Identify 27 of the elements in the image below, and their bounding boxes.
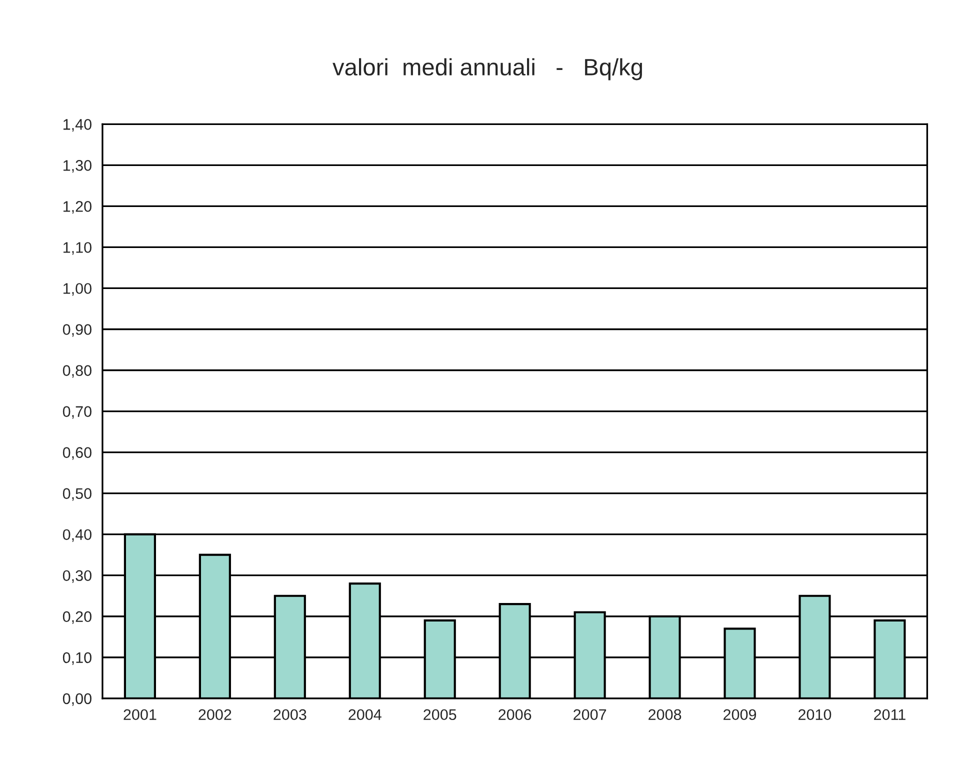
y-tick-label: 0,10 <box>62 652 92 665</box>
x-tick-label: 2005 <box>424 709 456 720</box>
x-tick-label: 2003 <box>274 709 306 720</box>
y-tick-label: 1,40 <box>63 119 92 132</box>
y-tick-label: 0,80 <box>62 365 92 378</box>
y-tick-label: 0,30 <box>62 570 92 583</box>
x-tick-label: 2011 <box>874 709 906 720</box>
y-tick-label: 0,60 <box>62 447 92 460</box>
chart-title: valori medi annuali - Bq/kg <box>332 58 642 80</box>
x-tick-label: 2008 <box>648 709 682 720</box>
x-tick-label: 2001 <box>124 709 156 720</box>
y-tick-label: 0,70 <box>62 406 92 419</box>
y-tick-label: 0,20 <box>62 611 92 624</box>
x-tick-label: 2009 <box>724 709 756 720</box>
y-tick-label: 0,50 <box>62 488 92 501</box>
x-tick-label: 2004 <box>348 709 382 720</box>
x-tick-label: 2007 <box>574 709 606 720</box>
y-tick-label: 0,00 <box>62 693 92 706</box>
x-tick-label: 2010 <box>798 709 832 720</box>
x-tick-label: 2006 <box>498 709 532 720</box>
y-tick-label: 1,30 <box>63 160 92 173</box>
y-tick-label: 0,90 <box>62 324 92 337</box>
y-tick-label: 0,40 <box>62 529 92 542</box>
y-tick-label: 1,00 <box>63 283 92 296</box>
y-tick-label: 1,20 <box>63 201 92 214</box>
y-tick-label: 1,10 <box>63 242 92 255</box>
x-tick-label: 2002 <box>198 709 232 720</box>
